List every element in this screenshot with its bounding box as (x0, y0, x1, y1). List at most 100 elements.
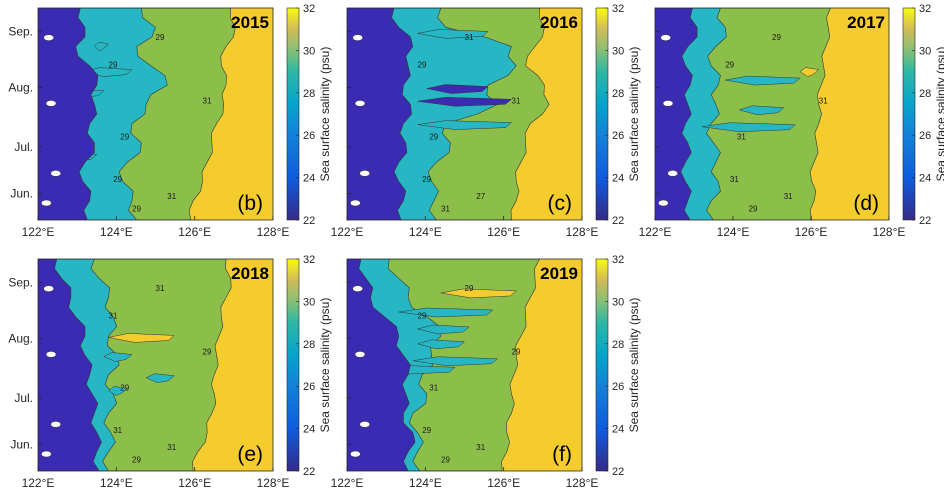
salinity-streak (440, 288, 517, 299)
x-tick-label: 124°E (409, 225, 442, 239)
region-low (38, 8, 99, 220)
panel-letter: (f) (552, 443, 572, 466)
land-patch (45, 351, 57, 358)
x-tick-label: 126°E (178, 476, 211, 490)
colorbar-label: Sea surface salinity (psu) (627, 298, 641, 433)
colorbar-tick-label: 26 (303, 381, 315, 393)
contour-label: 31 (113, 426, 122, 435)
colorbar-tick-label: 32 (303, 254, 315, 266)
contour-label: 29 (422, 175, 431, 184)
salinity-streak (103, 352, 133, 362)
contour-label: 29 (156, 33, 165, 42)
contour-label: 31 (156, 284, 165, 293)
colorbar (286, 258, 300, 472)
y-tick-label: Sep. (8, 275, 33, 289)
colorbar-tick-label: 30 (919, 45, 931, 57)
colorbar-label: Sea surface salinity (psu) (318, 47, 332, 182)
colorbar-tick-label: 30 (612, 296, 624, 308)
salinity-streak (398, 307, 494, 318)
x-tick-label: 124°E (409, 476, 442, 490)
panel-2017: 29 31 31 29 31 29 31 2017 (d) 122°E 124°E 126°E 128°… (639, 3, 944, 239)
colorbar-tick-label: 22 (612, 466, 624, 478)
colorbar-tick-label: 24 (612, 173, 624, 185)
salinity-streak (701, 122, 797, 132)
colorbar-tick-label: 28 (303, 339, 315, 351)
y-tick-label: Jul. (14, 391, 33, 405)
land-patch (660, 34, 671, 41)
contour-label: 29 (132, 456, 141, 465)
x-tick-label: 122°E (331, 476, 364, 490)
land-patch (50, 421, 61, 428)
x-tick-label: 124°E (100, 476, 133, 490)
region-low (655, 8, 698, 220)
contour-label: 29 (749, 205, 758, 214)
x-tick-label: 126°E (178, 225, 211, 239)
year-label: 2016 (540, 13, 578, 32)
salinity-streak (416, 339, 466, 350)
colorbar-tick-label: 32 (919, 3, 931, 15)
contour-label: 29 (418, 311, 427, 320)
contour-label: 31 (819, 96, 828, 105)
colorbar (595, 7, 609, 221)
x-tick-label: 128°E (873, 225, 906, 239)
contour-label: 29 (429, 132, 438, 141)
x-tick-label: 128°E (566, 476, 599, 490)
panel-letter: (c) (548, 192, 573, 215)
salinity-streak (725, 75, 801, 86)
colorbar-tick-label: 26 (612, 381, 624, 393)
land-patch (354, 351, 366, 358)
salinity-streak (426, 84, 489, 94)
colorbar-label: Sea surface salinity (psu) (627, 47, 641, 182)
x-tick-label: 124°E (100, 225, 133, 239)
panel-2019: 29 31 29 29 31 29 29 2019 (f) 122°E 124°E 126°E 128°… (331, 254, 641, 490)
salinity-streak (108, 386, 128, 396)
land-patch (352, 34, 363, 41)
colorbar-tick-label: 26 (919, 130, 931, 142)
colorbar-tick-label: 24 (612, 424, 624, 436)
contour-label: 31 (512, 96, 521, 105)
y-tick-label: Jun. (10, 187, 33, 201)
colorbar-tick-label: 28 (612, 88, 624, 100)
land-patch (658, 199, 669, 207)
contour-label: 29 (422, 426, 431, 435)
contour-label: 29 (418, 60, 427, 69)
colorbar-tick-label: 22 (612, 215, 624, 227)
salinity-streak (108, 333, 175, 343)
contour-label: 31 (730, 175, 739, 184)
plot-frame (346, 258, 583, 472)
colorbar-tick-label: 22 (303, 215, 315, 227)
land-patch (41, 450, 52, 458)
plot-frame (654, 7, 890, 221)
contour-label: 27 (476, 192, 485, 201)
y-tick-label: Sep. (8, 24, 33, 38)
x-tick-label: 124°E (717, 225, 750, 239)
x-tick-label: 122°E (22, 225, 55, 239)
contour-label: 31 (167, 192, 176, 201)
contour-label: 29 (441, 456, 450, 465)
colorbar-tick-label: 32 (612, 3, 624, 15)
x-tick-label: 128°E (566, 225, 599, 239)
land-patch (50, 170, 61, 177)
contour-label: 29 (725, 60, 734, 69)
contour-label: 31 (476, 443, 485, 452)
salinity-streak (417, 120, 513, 130)
salinity-streak (417, 324, 470, 335)
contour-label: 31 (465, 33, 474, 42)
colorbar-tick-label: 24 (303, 424, 315, 436)
contour-label: 29 (465, 284, 474, 293)
x-tick-label: 128°E (257, 225, 290, 239)
region-low (347, 259, 416, 471)
colorbar-tick-label: 26 (303, 130, 315, 142)
plot-frame (37, 258, 274, 472)
year-label: 2017 (847, 13, 885, 32)
x-tick-label: 122°E (22, 476, 55, 490)
land-patch (667, 170, 678, 177)
colorbar-tick-label: 22 (303, 466, 315, 478)
contour-label: 29 (203, 347, 212, 356)
panel-2016: 29 29 29 31 27 31 31 2016 (c) 122°E 124°E 126°E 128°… (331, 3, 641, 239)
panel-2018: 31 29 31 29 31 31 29 2018 (e) Sep. Aug. Jul. Jun. 122… (8, 254, 332, 490)
salinity-streak (94, 41, 110, 52)
contour-label: 31 (203, 96, 212, 105)
colorbar-tick-label: 30 (303, 296, 315, 308)
